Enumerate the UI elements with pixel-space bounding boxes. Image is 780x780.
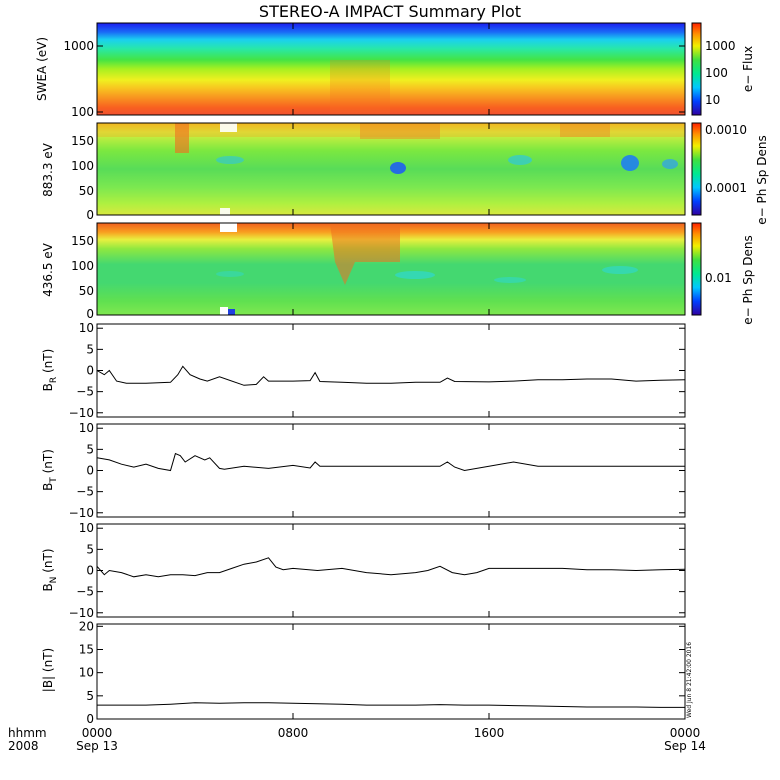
- bt-trace: [96, 452, 685, 472]
- panel-bn: BN (nT) −10 −5 0 5 10: [41, 521, 686, 620]
- br-ytick-label-3: 5: [86, 342, 94, 356]
- pad436-cb-label: e− Ph Sp Dens: [741, 235, 755, 324]
- bt-ylabel: BT (nT): [41, 449, 59, 491]
- swea-frame: [96, 22, 686, 116]
- bt-ylabel-main: B: [41, 483, 55, 491]
- bt-ytick-label-2: 0: [86, 464, 94, 478]
- bn-ytick-label-1: −5: [76, 585, 94, 599]
- pad883-frame: [96, 122, 686, 216]
- pad436-features: [216, 223, 638, 315]
- bn-ylabel: BN (nT): [41, 548, 59, 591]
- br-ytick-label-1: −5: [76, 385, 94, 399]
- bt-ytick-label-1: −5: [76, 485, 94, 499]
- pad883-cb-tick-high: 0.0010: [705, 123, 747, 137]
- pad436-ylabel: 436.5 eV: [41, 242, 55, 297]
- bmag-ytick-label-1: 5: [86, 689, 94, 703]
- swea-cb-label: e− Flux: [741, 46, 755, 92]
- panel-bmag: |B| (nT) Wed Jun 8 21:42:00 2016 0 5 10 15 2…: [41, 619, 693, 726]
- bt-ytick-label-3: 5: [86, 442, 94, 456]
- panel-br: BR (nT) −10 −5 0 5 10: [41, 321, 686, 420]
- pad436-ytick-150: 150: [71, 234, 94, 248]
- bmag-ytick-label-2: 10: [79, 666, 94, 680]
- pad883-ylabel: 883.3 eV: [41, 142, 55, 197]
- pad436-ytick-50: 50: [79, 284, 94, 298]
- bn-ytick-label-4: 10: [79, 521, 94, 535]
- br-frame: [96, 323, 686, 418]
- x-left-label-year: 2008: [8, 739, 39, 753]
- bn-ytick-label-3: 5: [86, 542, 94, 556]
- pad883-features: [97, 123, 685, 215]
- pad436-colorbar: [691, 222, 702, 316]
- pad883-cb-tick-low: 0.0001: [705, 181, 747, 195]
- br-ylabel-sub: R: [49, 377, 59, 383]
- bt-ylabel-unit: (nT): [41, 449, 55, 477]
- bt-ylabel-sub: T: [49, 477, 59, 484]
- swea-heatmap: [97, 23, 685, 115]
- pad883-cb-label: e− Ph Sp Dens: [755, 135, 769, 224]
- br-ytick-label-4: 10: [79, 321, 94, 335]
- bt-ytick-label-4: 10: [79, 421, 94, 435]
- xdate-label-3: Sep 14: [664, 739, 706, 753]
- bmag-trace: [97, 702, 685, 708]
- bmag-ytick-label-4: 20: [79, 619, 94, 633]
- bmag-ytick-label-3: 15: [79, 642, 94, 656]
- pad436-ytick-100: 100: [71, 259, 94, 273]
- panel-pad883: 150 100 50 0 883.3 eV 0.0010 0.0001 e− P…: [41, 122, 769, 225]
- bn-ylabel-main: B: [41, 583, 55, 591]
- pad883-ytick-100: 100: [71, 159, 94, 173]
- panel-pad436: 150 100 50 0 436.5 eV 0.01 e− Ph Sp Dens: [41, 222, 755, 325]
- bn-ytick-label-0: −10: [69, 606, 94, 620]
- bmag-side-note: Wed Jun 8 21:42:00 2016: [686, 642, 693, 718]
- bmag-ytick-label-0: 0: [86, 712, 94, 726]
- br-ylabel-main: B: [41, 383, 55, 391]
- bt-ytick-label-0: −10: [69, 506, 94, 520]
- br-ytick-label-2: 0: [86, 364, 94, 378]
- bn-ylabel-sub: N: [49, 577, 59, 584]
- bn-trace: [96, 557, 686, 578]
- br-ylabel: BR (nT): [41, 349, 59, 392]
- pad883-ytick-150: 150: [71, 134, 94, 148]
- swea-colorbar: [691, 22, 702, 116]
- bn-ylabel-unit: (nT): [41, 548, 55, 576]
- swea-enhancement: [330, 60, 390, 115]
- pad883-ytick-0: 0: [86, 208, 94, 222]
- pad883-ytick-50: 50: [79, 184, 94, 198]
- bmag-frame: [96, 623, 686, 720]
- panel-swea: 1000 100 SWEA (eV) 1000 100 10 e− Flux: [35, 22, 755, 119]
- panel-bt: BT (nT) −10 −5 0 5 10: [41, 421, 686, 520]
- swea-ylabel: SWEA (eV): [35, 37, 49, 101]
- swea-ytick-1000: 1000: [63, 39, 94, 53]
- xtick-label-3: 0000: [670, 726, 701, 740]
- xtick-label-1: 0800: [278, 726, 309, 740]
- xtick-label-2: 1600: [474, 726, 505, 740]
- pad436-cb-tick: 0.01: [705, 271, 732, 285]
- bn-frame: [96, 523, 686, 618]
- pad436-ytick-0: 0: [86, 307, 94, 321]
- bn-ytick-label-2: 0: [86, 564, 94, 578]
- xdate-label-0: Sep 13: [76, 739, 118, 753]
- br-ylabel-unit: (nT): [41, 349, 55, 377]
- chart-title: STEREO-A IMPACT Summary Plot: [259, 2, 521, 21]
- bmag-ylabel: |B| (nT): [41, 648, 55, 692]
- swea-cb-tick-10: 10: [705, 93, 720, 107]
- bt-frame: [96, 423, 686, 518]
- br-ytick-label-0: −10: [69, 406, 94, 420]
- swea-cb-tick-100: 100: [705, 66, 728, 80]
- swea-ytick-100: 100: [71, 105, 94, 119]
- x-left-label-hhmm: hhmm: [8, 726, 47, 740]
- xtick-label-0: 0000: [82, 726, 113, 740]
- pad436-frame: [96, 222, 686, 316]
- pad883-colorbar: [691, 122, 702, 216]
- swea-cb-tick-1000: 1000: [705, 39, 736, 53]
- br-trace: [96, 365, 686, 386]
